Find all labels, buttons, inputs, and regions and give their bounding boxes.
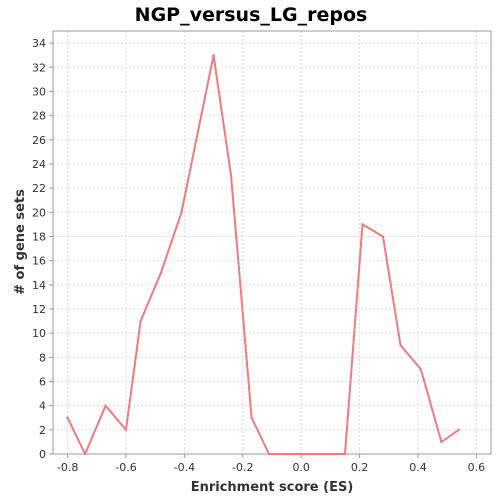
x-tick-label: -0.4 — [174, 461, 195, 474]
x-tick-label: 0.2 — [351, 461, 369, 474]
data-point — [457, 428, 461, 432]
data-point — [159, 271, 163, 274]
y-tick-label: 26 — [32, 134, 46, 147]
y-tick-label: 14 — [32, 279, 46, 292]
grid — [53, 31, 491, 455]
y-tick-label: 34 — [32, 37, 46, 50]
x-tick-label: 0.4 — [409, 461, 427, 474]
y-tick-label: 32 — [32, 61, 46, 74]
x-tick-label: -0.2 — [232, 461, 253, 474]
y-tick-label: 12 — [32, 303, 46, 316]
y-tick-label: 0 — [39, 448, 46, 461]
x-axis-label: Enrichment score (ES) — [191, 480, 354, 495]
y-tick-label: 22 — [32, 182, 46, 195]
data-point — [180, 211, 183, 214]
y-tick-label: 18 — [32, 230, 46, 243]
data-point — [343, 452, 347, 456]
y-tick-label: 30 — [32, 85, 46, 98]
y-tick-label: 4 — [39, 400, 46, 413]
x-tick-label: 0.0 — [292, 461, 310, 474]
data-point — [399, 344, 402, 347]
data-point — [267, 452, 271, 456]
data-point — [323, 452, 326, 456]
data-point — [83, 452, 87, 456]
data-point — [285, 452, 288, 456]
x-tick-label: -0.8 — [57, 461, 78, 474]
data-point — [104, 404, 107, 407]
y-tick-label: 24 — [32, 158, 46, 171]
data-point — [66, 416, 69, 419]
y-tick-label: 2 — [39, 424, 46, 437]
y-axis-label: # of gene sets — [13, 189, 28, 295]
y-tick-label: 10 — [32, 327, 46, 340]
x-tick-label: 0.6 — [468, 461, 486, 474]
y-tick-label: 8 — [39, 351, 46, 364]
series-layer — [66, 53, 461, 456]
data-point — [250, 416, 253, 419]
plot-frame — [52, 30, 492, 455]
y-tick-label: 28 — [32, 110, 46, 123]
y-tick-label: 20 — [32, 206, 46, 219]
data-point — [419, 368, 423, 371]
y-tick-label: 16 — [32, 255, 46, 268]
data-point — [212, 53, 215, 57]
data-point — [229, 174, 233, 178]
data-point — [361, 223, 364, 226]
chart-title: NGP_versus_LG_repos — [135, 4, 368, 26]
data-point — [305, 452, 309, 456]
data-point — [124, 428, 128, 432]
x-tick-label: -0.6 — [115, 461, 136, 474]
data-point — [139, 319, 142, 323]
data-point — [381, 235, 385, 238]
data-point — [440, 440, 443, 444]
y-tick-label: 6 — [39, 375, 46, 388]
